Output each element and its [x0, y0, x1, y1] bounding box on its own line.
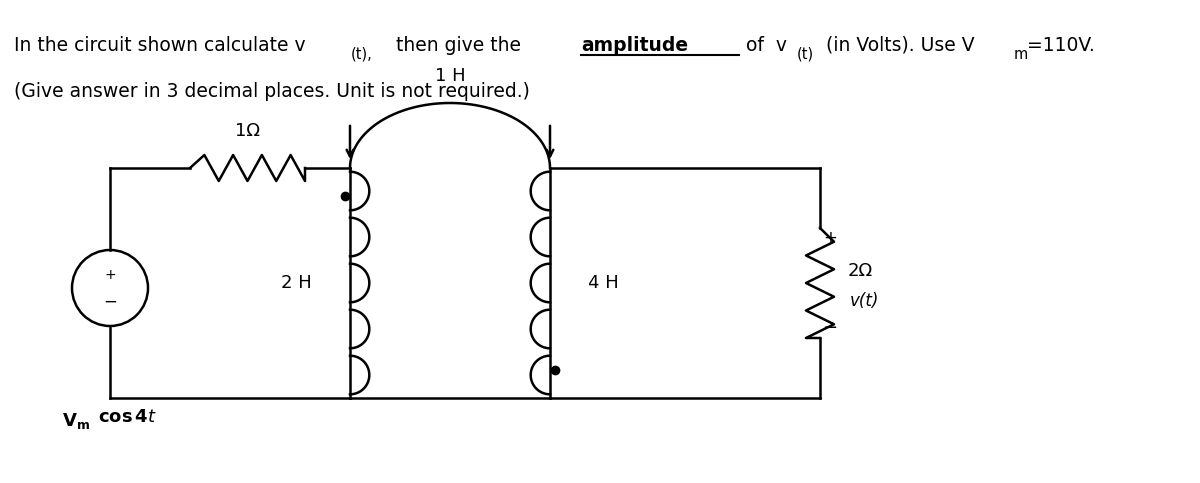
Text: then give the: then give the	[390, 36, 527, 55]
Text: (t): (t)	[797, 47, 814, 62]
Text: =110V.: =110V.	[1027, 36, 1094, 55]
Text: 2Ω: 2Ω	[848, 262, 874, 280]
Text: In the circuit shown calculate v: In the circuit shown calculate v	[14, 36, 306, 55]
Text: 1Ω: 1Ω	[235, 122, 260, 140]
Text: amplitude: amplitude	[581, 36, 688, 55]
Text: of  v: of v	[740, 36, 787, 55]
Text: (in Volts). Use V: (in Volts). Use V	[820, 36, 974, 55]
Text: −: −	[822, 319, 838, 337]
Text: −: −	[103, 293, 116, 311]
Text: +: +	[104, 268, 116, 282]
Text: 1 H: 1 H	[434, 67, 466, 85]
Text: v(t): v(t)	[850, 292, 880, 310]
Text: m: m	[1014, 47, 1028, 62]
Text: (t),: (t),	[350, 47, 372, 62]
Text: (Give answer in 3 decimal places. Unit is not required.): (Give answer in 3 decimal places. Unit i…	[14, 82, 530, 100]
Text: +: +	[823, 229, 836, 247]
Text: $\mathbf{cos\,4}$$\mathbf{\it{t}}$: $\mathbf{cos\,4}$$\mathbf{\it{t}}$	[98, 408, 157, 426]
Text: 2 H: 2 H	[281, 274, 312, 292]
Text: 4 H: 4 H	[588, 274, 619, 292]
Text: $\mathbf{V_m}$: $\mathbf{V_m}$	[62, 411, 90, 431]
